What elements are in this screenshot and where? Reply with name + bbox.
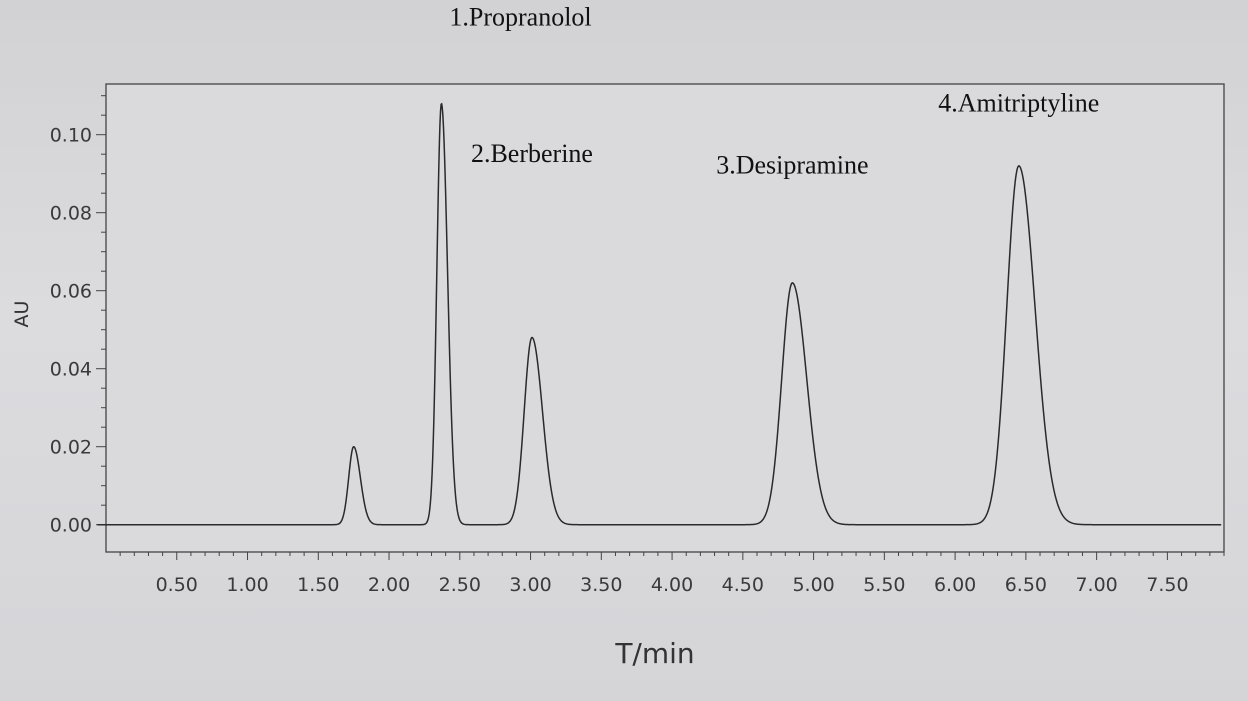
- y-tick-label: 0.00: [50, 515, 92, 537]
- plot-frame: [105, 83, 1225, 553]
- x-tick-label: 6.00: [934, 574, 976, 596]
- x-tick-label: 1.50: [297, 574, 339, 596]
- y-tick-label: 0.10: [50, 125, 92, 147]
- x-tick-label: 3.00: [509, 574, 551, 596]
- y-tick-label: 0.04: [50, 359, 92, 381]
- x-tick-label: 1.00: [226, 574, 268, 596]
- y-tick-label: 0.02: [50, 437, 92, 459]
- x-tick-label: 0.50: [156, 574, 198, 596]
- x-tick-label: 5.00: [792, 574, 834, 596]
- chromatogram-trace: [97, 102, 1222, 526]
- x-tick-label: 6.50: [1005, 574, 1047, 596]
- peak-label: 1.Propranolol: [449, 3, 591, 32]
- y-axis-ticks: 0.00 0.02 0.04 0.06 0.08 0.10: [50, 95, 106, 537]
- x-tick-label: 3.50: [580, 574, 622, 596]
- x-axis-ticks: 0.50 1.00 1.50 2.00 2.50 3.00 3.50 4.00 4.50 5.00…: [119, 552, 1225, 596]
- x-tick-label: 2.00: [368, 574, 410, 596]
- peak-label: 2.Berberine: [471, 139, 593, 168]
- peak-labels: 1.Propranolol 2.Berberine 3.Desipramine 4.A…: [449, 3, 1099, 180]
- x-tick-label: 4.00: [651, 574, 693, 596]
- x-tick-label: 5.50: [863, 574, 905, 596]
- peak-label: 3.Desipramine: [716, 151, 868, 180]
- y-tick-label: 0.06: [50, 281, 92, 303]
- y-tick-label: 0.08: [50, 203, 92, 225]
- x-tick-label: 4.50: [722, 574, 764, 596]
- x-tick-label: 7.50: [1146, 574, 1188, 596]
- peak-label: 4.Amitriptyline: [938, 88, 1099, 117]
- x-axis-title: T/min: [614, 637, 694, 670]
- x-tick-label: 2.50: [439, 574, 481, 596]
- y-axis-title: AU: [11, 301, 33, 328]
- x-tick-label: 7.00: [1075, 574, 1117, 596]
